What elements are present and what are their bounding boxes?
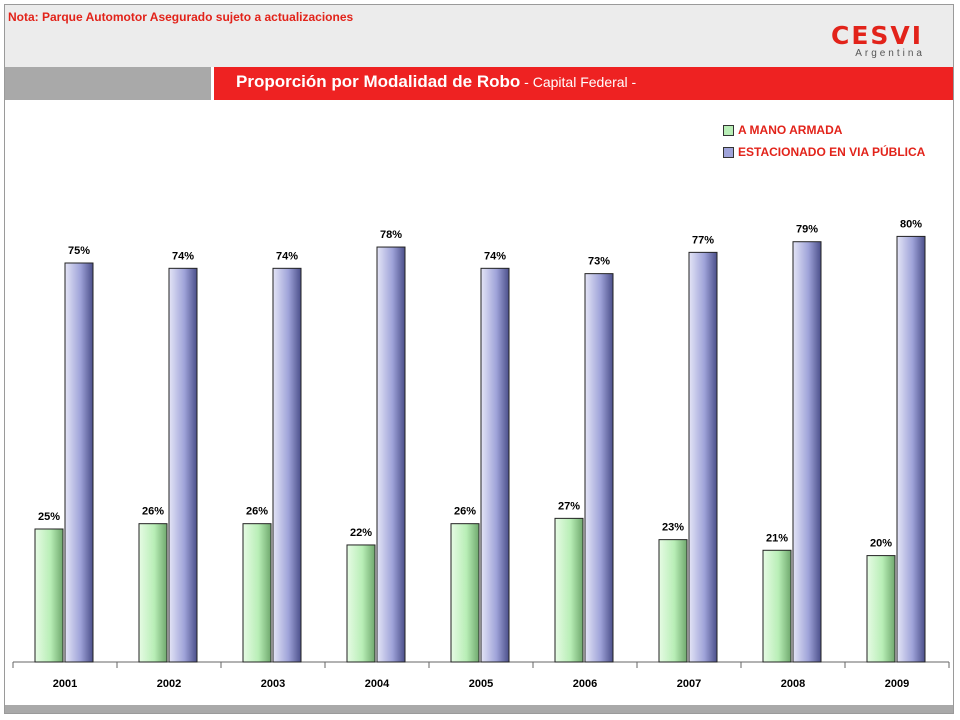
data-label: 79% <box>796 224 818 236</box>
x-tick-label: 2004 <box>365 678 390 690</box>
legend-label-armada: A MANO ARMADA <box>738 123 843 137</box>
data-label: 78% <box>380 229 402 241</box>
bar-a-mano-armada <box>866 555 896 663</box>
legend-item-estacionado: ESTACIONADO EN VIA PÚBLICA <box>723 141 925 163</box>
cesvi-logo: CESVI Argentina <box>831 23 927 63</box>
x-tick-label: 2006 <box>573 678 597 690</box>
header-band <box>5 5 953 67</box>
title-bar-red <box>214 67 953 100</box>
data-label: 23% <box>662 522 684 534</box>
x-tick-label: 2009 <box>885 678 909 690</box>
data-label: 25% <box>38 511 60 523</box>
data-label: 74% <box>172 250 194 262</box>
bar-estacionado <box>792 241 822 663</box>
x-tick-label: 2002 <box>157 678 181 690</box>
chart-subtitle: - Capital Federal - <box>520 74 637 90</box>
bar-estacionado <box>272 267 302 663</box>
bar-a-mano-armada <box>658 539 688 663</box>
data-label: 21% <box>766 532 788 544</box>
data-label: 22% <box>350 527 372 539</box>
slide-frame: Nota: Parque Automotor Asegurado sujeto … <box>4 4 954 714</box>
bar-estacionado <box>64 262 94 663</box>
title-bar-grey <box>5 67 211 100</box>
logo-subtitle: Argentina <box>855 48 925 59</box>
data-label: 26% <box>142 506 164 518</box>
bar-chart: 2001 25% 75% 2002 26% 74% 2003 26% 74% 2004 22% 78%… <box>12 218 950 690</box>
x-tick-label: 2008 <box>781 678 805 690</box>
bottom-strip <box>5 705 953 713</box>
bar-a-mano-armada <box>346 544 376 663</box>
legend-swatch-green <box>723 124 734 136</box>
bar-estacionado <box>376 246 406 663</box>
x-tick-label: 2005 <box>469 678 493 690</box>
bar-a-mano-armada <box>138 523 168 663</box>
data-label: 80% <box>900 218 922 230</box>
data-label: 73% <box>588 256 610 268</box>
bar-estacionado <box>584 273 614 663</box>
chart-legend: A MANO ARMADA ESTACIONADO EN VIA PÚBLICA <box>723 119 925 163</box>
legend-item-armada: A MANO ARMADA <box>723 119 925 141</box>
data-label: 20% <box>870 538 892 550</box>
data-label: 74% <box>276 250 298 262</box>
data-label: 26% <box>246 506 268 518</box>
x-tick-label: 2001 <box>53 678 77 690</box>
note-text: Nota: Parque Automotor Asegurado sujeto … <box>8 10 354 24</box>
data-label: 26% <box>454 506 476 518</box>
bar-a-mano-armada <box>242 523 272 663</box>
bar-a-mano-armada <box>762 549 792 663</box>
bar-estacionado <box>480 267 510 663</box>
data-label: 75% <box>68 245 90 257</box>
data-label: 77% <box>692 234 714 246</box>
data-label: 74% <box>484 250 506 262</box>
bar-a-mano-armada <box>450 523 480 663</box>
logo-word: CESVI <box>831 21 924 50</box>
data-label: 27% <box>558 500 580 512</box>
chart-title: Proporción por Modalidad de Robo - Capit… <box>236 72 636 92</box>
legend-label-estacionado: ESTACIONADO EN VIA PÚBLICA <box>738 145 926 159</box>
bar-estacionado <box>896 235 926 663</box>
bar-a-mano-armada <box>34 528 64 663</box>
x-tick-label: 2007 <box>677 678 701 690</box>
bar-a-mano-armada <box>554 517 584 663</box>
x-tick-label: 2003 <box>261 678 285 690</box>
legend-swatch-purple <box>723 146 734 158</box>
bar-estacionado <box>688 251 718 663</box>
chart-title-main: Proporción por Modalidad de Robo <box>236 72 521 91</box>
bar-estacionado <box>168 267 198 663</box>
